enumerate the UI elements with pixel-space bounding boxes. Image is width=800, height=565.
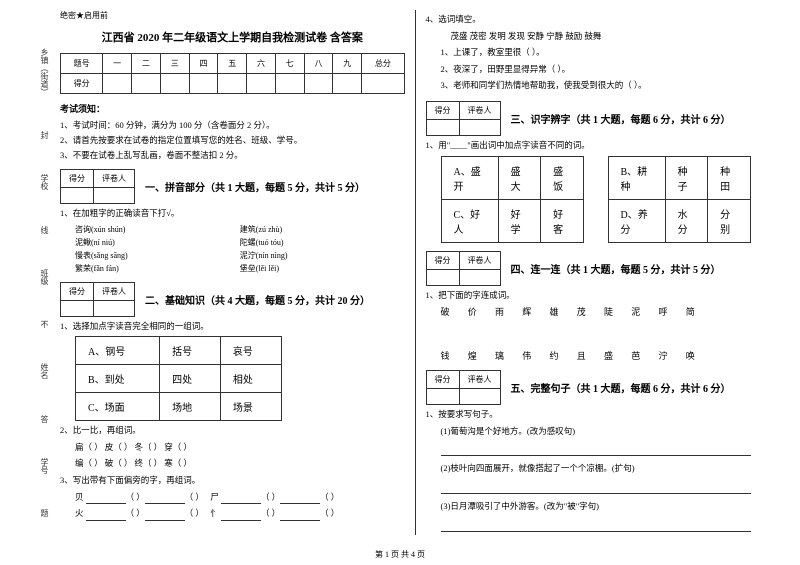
notice-title: 考试须知：: [60, 102, 405, 115]
option-table: A、盛开盛大盛饭 B、耕种种子种田 C、好人好学好客 D、养分水分分别: [441, 156, 751, 243]
sidebar-label: 学号: [20, 458, 50, 474]
score-header: 六: [247, 54, 276, 74]
word-compare: 编（ ） 破（ ） 终（ ） 寒（ ）: [75, 457, 405, 471]
pinyin-item: 咨询(xún shún): [75, 224, 240, 235]
sentence-item: (3)日月潭吸引了中外游客。(改为"被"字句): [441, 500, 771, 514]
question-text: 3、写出带有下面偏旁的字，再组词。: [60, 474, 405, 488]
question-text: 2、比一比，再组词。: [60, 424, 405, 438]
section-score-box: 得分评卷人: [426, 101, 501, 136]
binding-sidebar: 乡镇（街道） 封 学校 线 班级 不 姓名 答 学号 题: [20, 10, 50, 535]
score-header: 九: [333, 54, 362, 74]
sidebar-label: 学校: [20, 174, 50, 190]
word-compare: 扁（ ） 皮（ ） 冬（ ） 穿（ ）: [75, 441, 405, 455]
question-text: 4、选词填空。: [426, 13, 771, 27]
char-row-bottom: 钱 煌 璃 伟 约 且 盛 芭 泞 唤: [441, 349, 756, 362]
score-cell[interactable]: [103, 74, 132, 94]
fill-item: 1、上课了，教室里很（ ）。: [441, 46, 771, 60]
right-column: 4、选词填空。 茂盛 茂密 发明 发现 安静 宁静 鼓励 鼓舞 1、上课了，教室…: [416, 10, 781, 535]
notice-item: 1、考试时间：60 分钟，满分为 100 分（含卷面分 2 分）。: [60, 119, 405, 131]
sidebar-label: 乡镇（街道）: [20, 48, 50, 96]
score-table: 题号 一 二 三 四 五 六 七 八 九 总分 得分: [60, 53, 405, 94]
section-score-box: 得分评卷人: [426, 370, 501, 405]
section3-title: 三、识字辨字（共 1 大题，每题 6 分，共计 6 分）: [511, 111, 731, 126]
score-row: 得分: [61, 74, 103, 94]
score-header: 八: [304, 54, 333, 74]
section-score-box: 得分评卷人: [426, 251, 501, 286]
pinyin-item: 繁荣(fǎn fán): [75, 263, 240, 274]
fill-item: 3、老师和同学们热情地帮助我，使我受到很大的（ ）。: [441, 79, 771, 93]
question-text: 1、在加粗字的正确读音下打√。: [60, 207, 405, 221]
pinyin-item: 慢表(sǎng sāng): [75, 250, 240, 261]
sentence-item: (2)枝叶向四面展开，就像搭起了一个个凉棚。(扩句): [441, 462, 771, 476]
sidebar-mark: 题: [20, 509, 50, 517]
word-bank: 茂盛 茂密 发明 发现 安静 宁静 鼓励 鼓舞: [451, 30, 771, 44]
pinyin-item: 堡垒(lěi lěi): [240, 263, 405, 274]
notice-item: 3、不要在试卷上乱写乱画，卷面不整洁扣 2 分。: [60, 149, 405, 161]
score-header: 二: [132, 54, 161, 74]
option-table: A、钢号括号哀号 B、到处四处相处 C、场面场地场景: [75, 336, 282, 421]
exam-title: 江西省 2020 年二年级语文上学期自我检测试卷 含答案: [60, 29, 405, 45]
radical-item: 火 （ ）（ ） 忄 （ ）（ ）: [75, 507, 405, 521]
pinyin-item: 陀螺(tuó tóu): [240, 237, 405, 248]
question-text: 1、选择加点字读音完全相同的一组词。: [60, 320, 405, 334]
sentence-item: (1)葡萄沟是个好地方。(改为感叹句): [441, 425, 771, 439]
pinyin-item: 建筑(zú zhù): [240, 224, 405, 235]
answer-line[interactable]: [441, 482, 751, 494]
score-header: 五: [218, 54, 247, 74]
notice-item: 2、请首先按要求在试卷的指定位置填写您的姓名、班级、学号。: [60, 134, 405, 146]
section1-title: 一、拼音部分（共 1 大题，每题 5 分，共计 5 分）: [145, 179, 365, 194]
fill-item: 2、夜深了，田野里显得异常（ ）。: [441, 63, 771, 77]
section4-title: 四、连一连（共 1 大题，每题 5 分，共计 5 分）: [511, 261, 721, 276]
section-score-box: 得分评卷人: [60, 282, 135, 317]
sidebar-mark: 不: [20, 320, 50, 328]
score-header: 一: [103, 54, 132, 74]
char-row-top: 破 价 雨 辉 雄 茂 陡 泥 呼 简: [441, 305, 756, 318]
sidebar-mark: 答: [20, 415, 50, 423]
score-header: 总分: [362, 54, 404, 74]
sidebar-label: 班级: [20, 269, 50, 285]
sidebar-mark: 线: [20, 226, 50, 234]
score-header: 三: [160, 54, 189, 74]
sidebar-label: 姓名: [20, 363, 50, 379]
question-text: 1、用"____"画出词中加点字读音不同的词。: [426, 139, 771, 153]
pinyin-item: 泥鳅(ní niú): [75, 237, 240, 248]
section-score-box: 得分评卷人: [60, 169, 135, 204]
score-header: 题号: [61, 54, 103, 74]
score-header: 七: [275, 54, 304, 74]
page-footer: 第 1 页 共 4 页: [0, 549, 800, 560]
question-text: 1、把下面的字连成词。: [426, 289, 771, 303]
answer-line[interactable]: [441, 444, 751, 456]
section5-title: 五、完整句子（共 1 大题，每题 6 分，共计 6 分）: [511, 380, 731, 395]
section2-title: 二、基础知识（共 4 大题，每题 5 分，共计 20 分）: [145, 292, 370, 307]
security-mark: 绝密★启用前: [60, 10, 405, 21]
pinyin-item: 泥泞(nín nìng): [240, 250, 405, 261]
sidebar-mark: 封: [20, 131, 50, 139]
radical-item: 贝 （ ）（ ） 尸 （ ）（ ）: [75, 491, 405, 505]
answer-line[interactable]: [441, 520, 751, 532]
left-column: 绝密★启用前 江西省 2020 年二年级语文上学期自我检测试卷 含答案 题号 一…: [50, 10, 416, 535]
score-header: 四: [189, 54, 218, 74]
question-text: 1、按要求写句子。: [426, 408, 771, 422]
